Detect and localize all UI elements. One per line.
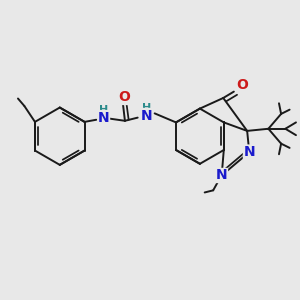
Text: N: N <box>140 109 152 122</box>
Text: H: H <box>142 103 151 113</box>
Text: N: N <box>244 145 255 159</box>
Text: O: O <box>236 78 248 92</box>
Text: N: N <box>216 169 227 182</box>
Text: H: H <box>99 105 108 115</box>
Text: O: O <box>118 91 130 104</box>
Text: N: N <box>98 111 109 124</box>
